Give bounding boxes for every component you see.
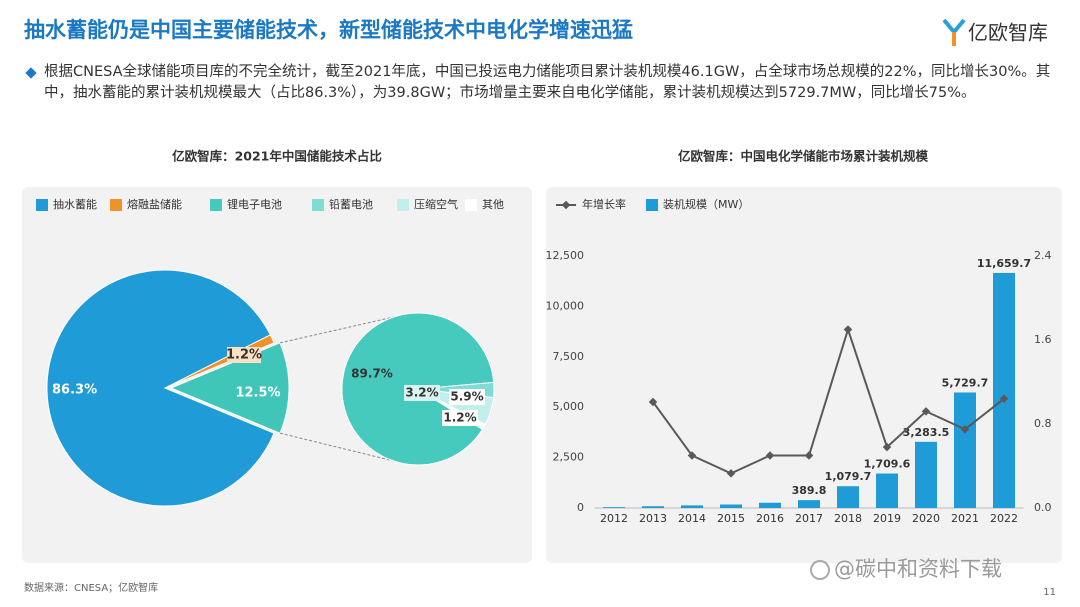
y-tick-label: 2,500 <box>553 451 585 464</box>
legend-label: 压缩空气 <box>414 197 458 211</box>
y-tick-label: 7,500 <box>553 350 585 363</box>
watermark-icon <box>810 560 830 580</box>
line-marker <box>843 325 853 334</box>
y-tick-label: 0 <box>577 501 584 514</box>
chart-title: 亿欧智库：中国电化学储能市场累计装机规模 <box>678 149 929 164</box>
data-label: 1.2% <box>443 411 476 425</box>
legend-label: 铅蓄电池 <box>329 197 373 211</box>
bar <box>759 502 781 508</box>
bar <box>603 507 625 508</box>
y2-tick-label: 2.4 <box>1034 249 1052 262</box>
bar <box>798 500 820 508</box>
x-tick-label: 2017 <box>795 512 823 525</box>
line-marker <box>765 451 775 460</box>
x-tick-label: 2016 <box>756 512 784 525</box>
line-marker <box>999 394 1009 404</box>
slide-title: 抽水蓄能仍是中国主要储能技术，新型储能技术中电化学增速迅猛 <box>24 18 633 42</box>
x-tick-label: 2019 <box>873 512 901 525</box>
data-label: 12.5% <box>235 386 280 401</box>
y-tick-label: 10,000 <box>546 299 585 312</box>
data-label: 1,079.7 <box>825 470 872 483</box>
y-tick-label: 5,000 <box>553 400 585 413</box>
legend-swatch <box>465 199 477 211</box>
label-bg <box>442 410 478 426</box>
data-label: 1.2% <box>226 348 262 363</box>
legend-swatch <box>312 199 324 211</box>
legend-label: 装机规模（MW） <box>663 197 749 211</box>
bar <box>720 504 742 508</box>
watermark: @碳中和资料下载 <box>834 557 1002 581</box>
data-label: 11,659.7 <box>977 257 1031 270</box>
x-tick-label: 2015 <box>717 512 745 525</box>
line-marker <box>648 397 658 407</box>
x-tick-label: 2014 <box>678 512 706 525</box>
x-tick-label: 2013 <box>639 512 667 525</box>
legend-label: 锂电子电池 <box>227 197 282 211</box>
legend-swatch <box>646 199 658 211</box>
data-label: 3,283.5 <box>903 426 950 439</box>
line-marker <box>960 425 970 434</box>
x-tick-label: 2020 <box>912 512 940 525</box>
y2-tick-label: 0.0 <box>1034 501 1052 514</box>
bar <box>954 392 976 508</box>
logo: 亿欧智库 <box>942 18 1048 46</box>
legend-swatch <box>110 199 122 211</box>
legend-label: 年增长率 <box>582 197 626 211</box>
chart-title: 亿欧智库：2021年中国储能技术占比 <box>172 149 382 164</box>
bar <box>681 505 703 508</box>
y-tick-label: 12,500 <box>546 249 585 262</box>
line-marker <box>882 442 892 452</box>
bar <box>915 441 937 508</box>
x-tick-label: 2022 <box>990 512 1018 525</box>
label-bg <box>404 385 440 401</box>
line-marker <box>726 469 736 478</box>
data-label: 89.7% <box>351 367 393 381</box>
bar <box>642 506 664 508</box>
logo-text: 亿欧智库 <box>968 21 1048 45</box>
data-label: 5.9% <box>450 390 483 404</box>
pie-slice <box>169 342 290 434</box>
legend-swatch <box>210 199 222 211</box>
line-marker <box>687 451 697 460</box>
legend-swatch <box>397 199 409 211</box>
x-tick-label: 2021 <box>951 512 979 525</box>
label-bg <box>449 389 485 405</box>
bar <box>993 272 1015 508</box>
data-label: 86.3% <box>52 383 97 398</box>
data-label: 3.2% <box>405 386 438 400</box>
y2-tick-label: 1.6 <box>1034 333 1052 346</box>
bullet-marker <box>25 67 37 79</box>
pie-slice <box>46 269 275 507</box>
data-label: 389.8 <box>792 484 827 497</box>
line-marker <box>804 451 814 460</box>
data-label: 5,729.7 <box>942 376 989 389</box>
bar <box>876 473 898 508</box>
x-tick-label: 2012 <box>600 512 628 525</box>
legend-label: 抽水蓄能 <box>53 197 97 211</box>
bar <box>837 486 859 508</box>
label-bg <box>227 347 261 363</box>
x-tick-label: 2018 <box>834 512 862 525</box>
line <box>652 326 1005 475</box>
data-label: 1,709.6 <box>864 458 911 471</box>
legend-label: 熔融盐储能 <box>127 197 182 211</box>
source: 数据来源：CNESA；亿欧智库 <box>24 581 158 594</box>
connector <box>279 432 399 463</box>
bullet-text: 根据CNESA全球储能项目库的不完全统计，截至2021年底，中国已投运电力储能项… <box>44 64 1051 101</box>
connector <box>279 315 399 344</box>
legend-label: 其他 <box>482 198 504 211</box>
page-number: 11 <box>1043 587 1056 598</box>
legend-swatch <box>36 199 48 211</box>
y2-tick-label: 0.8 <box>1034 417 1052 430</box>
line-marker <box>921 407 931 416</box>
logo-icon <box>942 18 966 36</box>
